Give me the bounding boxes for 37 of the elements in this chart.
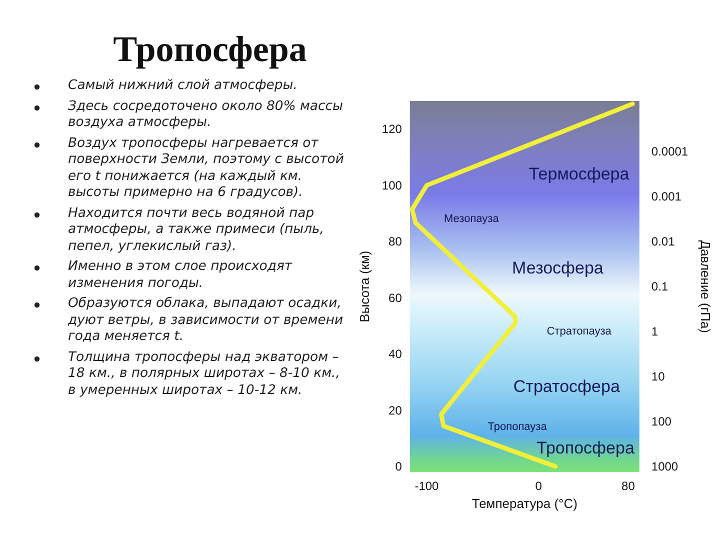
y-tick-label: 100 (382, 178, 402, 192)
chart-title: Тропосфера (112, 28, 308, 70)
text: Воздух тропосферы нагревается от поверхности Земли, поэтому с высотой его t понижается (на каждый км. высоты примерно на 6 градусов). (67, 136, 345, 202)
line-series (410, 102, 635, 469)
text: Самый нижний слой атмосферы. (67, 78, 298, 94)
annotation: Стратосфера (513, 377, 620, 396)
text: Находится почти весь водяной пар атмосферы, а также примеси (пыль, пепел, углекислый газ). (67, 206, 325, 255)
text: Здесь сосредоточено около 80% массы воздуха атмосферы. (67, 98, 344, 132)
y2-tick-label: 0.01 (651, 234, 676, 249)
y2-axis-title: Давление (гПа) (698, 240, 713, 333)
text: Толщина тропосферы над экватором – 18 км., в полярных широтах – 8-10 км., в умеренных широтах – 10-12 км. (67, 350, 341, 399)
y-tick-label: 40 (388, 347, 402, 362)
text: Образуются облака, выпадают осадки, дуют ветры, в зависимости от времени года меняется t. (66, 296, 344, 346)
annotation: Тропосфера (536, 438, 635, 458)
x-tick-label: -100 (414, 479, 440, 494)
x-tick-label: 80 (622, 479, 636, 494)
y-tick-label: 0 (395, 459, 402, 474)
annotation: Тропопауза (488, 421, 548, 434)
x-tick-label: 0 (535, 479, 542, 494)
y-tick-label: 120 (382, 122, 402, 136)
y2-tick-label: 100 (651, 414, 672, 429)
y-tick-label: 20 (388, 403, 402, 418)
y-axis-title: Высота (км) (357, 250, 372, 322)
y2-tick-label: 1000 (651, 460, 678, 474)
text: Именно в этом слое происходят изменения погоды. (67, 259, 294, 292)
y2-tick-label: 0.1 (651, 280, 668, 294)
y-tick-label: 60 (388, 290, 402, 305)
annotation: Термосфера (528, 164, 630, 184)
x-axis-title: Температура (°C) (472, 496, 578, 511)
y2-tick-label: 1 (651, 324, 658, 339)
y2-tick-label: 0.0001 (651, 144, 688, 159)
annotation: Стратопауза (546, 325, 612, 338)
annotation: Мезопауза (444, 213, 500, 226)
y2-tick-label: 0.001 (651, 190, 682, 204)
y2-tick-label: 10 (651, 370, 666, 384)
y-tick-label: 80 (388, 234, 402, 249)
annotation: Мезосфера (512, 258, 604, 278)
